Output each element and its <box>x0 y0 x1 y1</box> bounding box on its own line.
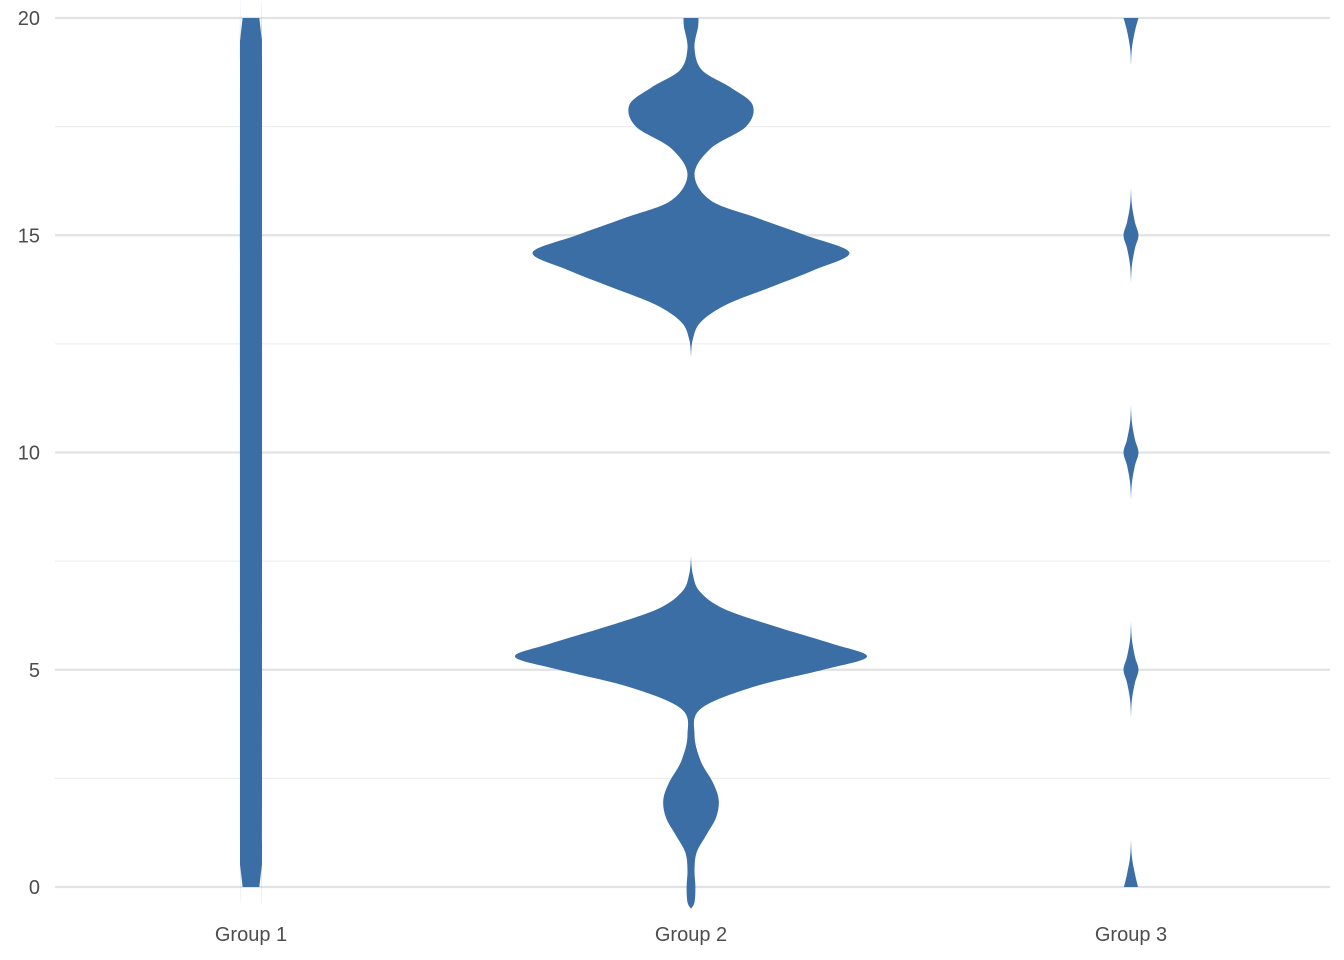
violin-group-2 <box>532 18 850 357</box>
y-tick-label: 15 <box>18 225 40 247</box>
y-tick-label: 20 <box>18 8 40 30</box>
x-tick-label: Group 2 <box>655 924 727 946</box>
x-axis: Group 1 Group 2 Group 3 <box>215 924 1167 946</box>
x-tick-label: Group 1 <box>215 924 287 946</box>
y-tick-label: 10 <box>18 443 40 465</box>
violin-group-3 <box>1123 621 1139 718</box>
y-tick-label: 5 <box>29 660 40 682</box>
violin-group-1 <box>239 0 263 908</box>
x-tick-label: Group 3 <box>1095 924 1167 946</box>
violin-group-3 <box>1123 404 1139 501</box>
y-tick-label: 0 <box>29 877 40 899</box>
violin-group-3 <box>1123 18 1139 66</box>
violin-group-3 <box>1123 839 1139 887</box>
y-axis: 0 5 10 15 20 <box>18 8 40 899</box>
violins <box>239 0 1139 909</box>
violin-group-3 <box>1123 187 1139 284</box>
violin-group-2 <box>514 556 868 909</box>
